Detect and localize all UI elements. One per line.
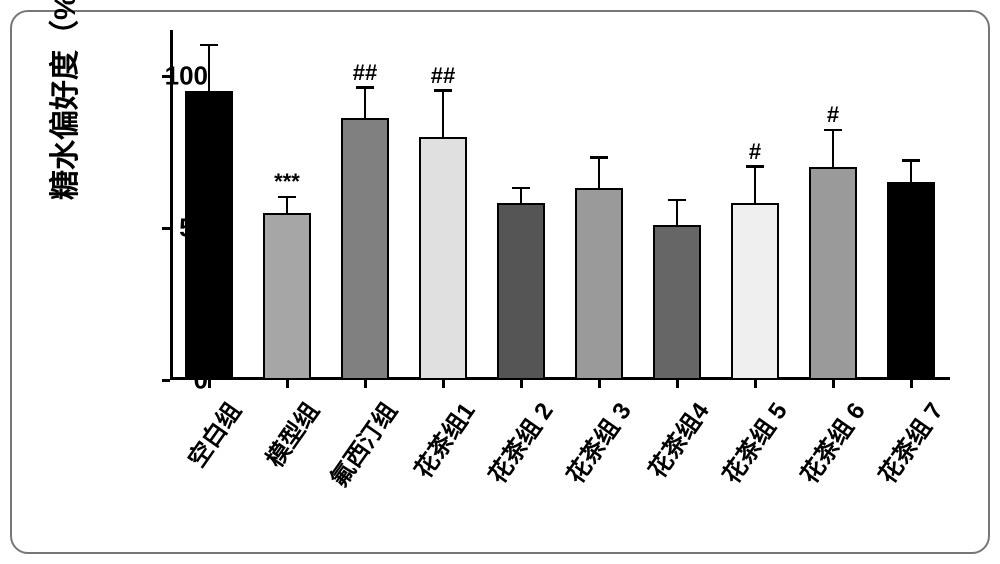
error-cap — [668, 199, 686, 202]
error-bar — [520, 188, 523, 203]
error-bar — [910, 161, 913, 182]
error-bar — [442, 91, 445, 137]
x-tick-mark — [520, 380, 523, 388]
error-bar — [364, 88, 367, 118]
error-bar — [286, 197, 289, 212]
significance-label: *** — [274, 169, 300, 195]
x-tick-mark — [286, 380, 289, 388]
error-cap — [590, 156, 608, 159]
error-cap — [200, 44, 218, 47]
bar — [341, 118, 389, 380]
bar — [653, 225, 701, 380]
significance-label: # — [749, 139, 761, 165]
error-cap — [746, 165, 764, 168]
significance-label: ## — [431, 63, 455, 89]
error-cap — [434, 89, 452, 92]
y-axis-label: 糖水偏好度（%） — [40, 0, 84, 200]
error-cap — [356, 86, 374, 89]
error-bar — [676, 200, 679, 224]
x-tick-mark — [754, 380, 757, 388]
bar — [809, 167, 857, 380]
x-tick-mark — [364, 380, 367, 388]
error-bar — [832, 130, 835, 167]
bar — [497, 203, 545, 380]
error-cap — [512, 187, 530, 190]
y-tick-mark — [162, 75, 170, 78]
y-tick-mark — [162, 379, 170, 382]
x-tick-mark — [910, 380, 913, 388]
x-tick-mark — [208, 380, 211, 388]
error-cap — [824, 129, 842, 132]
x-tick-mark — [832, 380, 835, 388]
significance-label: # — [827, 102, 839, 128]
y-tick-mark — [162, 227, 170, 230]
figure-container: 糖水偏好度（%） 050100 ***###### 空白组模型组氟西汀组花茶组1… — [0, 0, 1000, 564]
bar — [731, 203, 779, 380]
error-bar — [754, 167, 757, 204]
x-tick-mark — [442, 380, 445, 388]
error-cap — [278, 196, 296, 199]
bar — [263, 213, 311, 380]
x-tick-mark — [598, 380, 601, 388]
error-bar — [208, 45, 211, 91]
plot-area: ***###### — [170, 30, 950, 380]
error-cap — [902, 159, 920, 162]
bar — [185, 91, 233, 380]
bar — [887, 182, 935, 380]
bar — [419, 137, 467, 380]
significance-label: ## — [353, 60, 377, 86]
x-tick-mark — [676, 380, 679, 388]
error-bar — [598, 158, 601, 188]
bar — [575, 188, 623, 380]
